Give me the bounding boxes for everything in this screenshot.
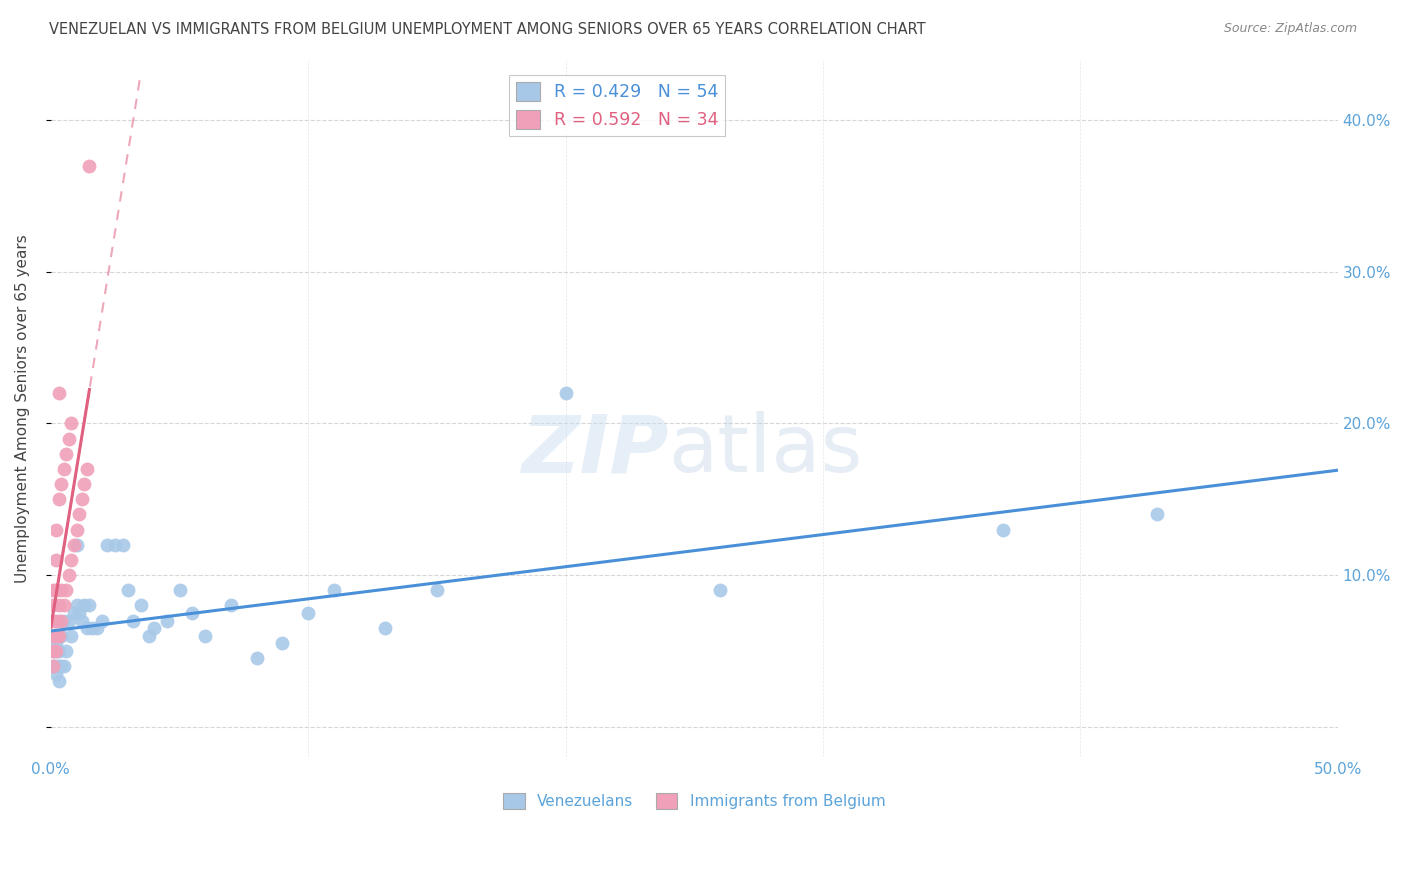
Point [45, 636, 67, 650]
Point [49, 614, 72, 628]
Point [86, 621, 108, 635]
Point [49, 583, 72, 598]
Point [52, 614, 75, 628]
Point [65, 599, 87, 613]
Point [111, 538, 134, 552]
Point [55, 447, 77, 461]
Text: ZIP: ZIP [522, 411, 668, 489]
Point [58, 432, 80, 446]
Point [48, 629, 70, 643]
Legend: Venezuelans, Immigrants from Belgium: Venezuelans, Immigrants from Belgium [498, 788, 891, 815]
Point [60, 629, 83, 643]
Point [194, 629, 217, 643]
Y-axis label: Unemployment Among Seniors over 65 years: Unemployment Among Seniors over 65 years [15, 234, 30, 582]
Point [73, 599, 96, 613]
Point [45, 523, 67, 537]
Point [58, 614, 80, 628]
Point [42, 659, 65, 673]
Point [271, 636, 294, 650]
Point [45, 629, 67, 643]
Point [991, 523, 1014, 537]
Point [55, 583, 77, 598]
Point [374, 621, 396, 635]
Point [60, 553, 83, 567]
Point [122, 614, 145, 628]
Point [49, 477, 72, 491]
Point [45, 666, 67, 681]
Point [48, 644, 70, 658]
Point [42, 636, 65, 650]
Point [45, 583, 67, 598]
Point [48, 659, 70, 673]
Point [96, 538, 118, 552]
Point [42, 659, 65, 673]
Point [45, 553, 67, 567]
Point [104, 538, 127, 552]
Point [52, 462, 75, 476]
Point [48, 599, 70, 613]
Point [1146, 508, 1168, 522]
Point [156, 614, 179, 628]
Point [67, 508, 90, 522]
Point [52, 659, 75, 673]
Point [42, 614, 65, 628]
Point [45, 659, 67, 673]
Point [426, 583, 449, 598]
Text: Source: ZipAtlas.com: Source: ZipAtlas.com [1223, 22, 1357, 36]
Point [79, 599, 101, 613]
Point [42, 583, 65, 598]
Point [323, 583, 346, 598]
Point [49, 659, 72, 673]
Text: atlas: atlas [668, 411, 863, 489]
Point [181, 606, 204, 620]
Point [65, 523, 87, 537]
Point [91, 614, 114, 628]
Point [48, 386, 70, 401]
Point [219, 599, 242, 613]
Point [42, 629, 65, 643]
Point [63, 538, 86, 552]
Point [45, 644, 67, 658]
Point [49, 629, 72, 643]
Point [142, 621, 165, 635]
Point [65, 538, 87, 552]
Point [117, 583, 139, 598]
Point [297, 606, 319, 620]
Point [42, 599, 65, 613]
Point [52, 599, 75, 613]
Point [58, 568, 80, 582]
Point [79, 159, 101, 173]
Point [554, 386, 576, 401]
Point [63, 606, 86, 620]
Point [48, 674, 70, 689]
Point [42, 644, 65, 658]
Point [138, 629, 160, 643]
Point [129, 599, 152, 613]
Point [48, 492, 70, 507]
Point [80, 621, 103, 635]
Point [45, 629, 67, 643]
Point [45, 614, 67, 628]
Point [246, 651, 269, 665]
Point [73, 477, 96, 491]
Point [48, 614, 70, 628]
Point [76, 621, 98, 635]
Point [70, 492, 93, 507]
Point [70, 614, 93, 628]
Point [60, 417, 83, 431]
Point [42, 629, 65, 643]
Text: VENEZUELAN VS IMMIGRANTS FROM BELGIUM UNEMPLOYMENT AMONG SENIORS OVER 65 YEARS C: VENEZUELAN VS IMMIGRANTS FROM BELGIUM UN… [49, 22, 925, 37]
Point [42, 644, 65, 658]
Point [709, 583, 731, 598]
Point [76, 462, 98, 476]
Point [169, 583, 191, 598]
Point [45, 644, 67, 658]
Point [67, 606, 90, 620]
Point [55, 644, 77, 658]
